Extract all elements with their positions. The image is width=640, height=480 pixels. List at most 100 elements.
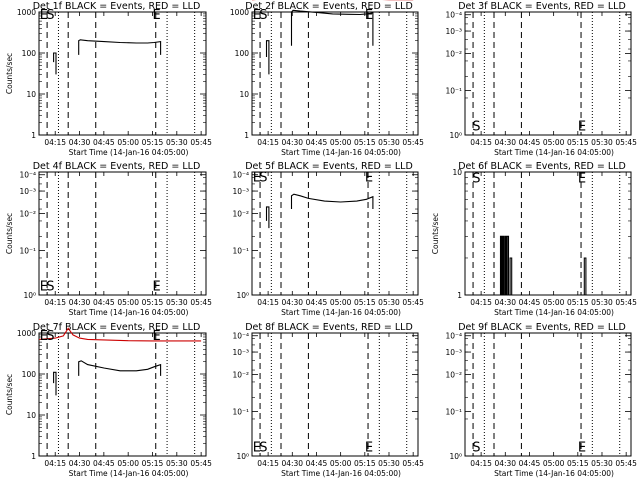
y-tick-label: 10⁻¹: [232, 247, 249, 256]
x-tick-label: 04:45: [93, 138, 115, 147]
x-tick-label: 05:15: [142, 298, 164, 307]
y-tick-label: 10⁰: [449, 452, 462, 461]
y-tick-label: 1000: [17, 8, 36, 17]
x-tick-label: 04:30: [69, 138, 91, 147]
x-tick-label: 04:30: [281, 298, 303, 307]
interval-marker-s: S: [259, 170, 267, 185]
plot-frame: [251, 171, 419, 296]
y-tick-label: 10⁻⁴: [19, 171, 36, 180]
y-tick-label: 100: [22, 370, 37, 379]
y-tick-label: 10⁻³: [19, 187, 36, 196]
x-tick-label: 05:45: [402, 138, 424, 147]
plot-frame: [464, 332, 632, 457]
x-tick-label: 05:15: [354, 298, 376, 307]
interval-marker-s: S: [472, 119, 480, 134]
interval-marker-e: E: [365, 8, 373, 23]
interval-marker-e: E: [578, 440, 586, 455]
x-axis-label: Start Time (14-Jan-16 04:05:00): [281, 148, 401, 157]
x-axis-label: Start Time (14-Jan-16 04:05:00): [69, 148, 189, 157]
y-tick-label: 10⁻⁴: [232, 332, 249, 341]
interval-marker-e: E: [365, 440, 373, 455]
interval-marker-e: E: [578, 119, 586, 134]
interval-marker-e: E: [253, 8, 261, 23]
x-tick-label: 04:45: [519, 298, 541, 307]
y-tick-label: 10⁰: [449, 131, 462, 140]
x-tick-label: 05:00: [543, 298, 565, 307]
interval-marker-s: S: [46, 279, 54, 294]
y-tick-label: 10⁻²: [232, 209, 249, 218]
interval-marker-e: E: [253, 170, 261, 185]
x-tick-label: 05:00: [117, 138, 139, 147]
interval-marker-s: S: [46, 8, 54, 23]
plot-title: Det 1f BLACK = Events, RED = LLD: [33, 1, 201, 12]
y-tick-label: 1: [31, 452, 36, 461]
interval-marker-s: S: [472, 172, 480, 187]
events-series-line: [583, 257, 587, 295]
x-tick-label: 05:15: [354, 459, 376, 468]
y-tick-label: 10⁰: [236, 452, 249, 461]
x-tick-label: 05:45: [615, 298, 637, 307]
interval-marker-e: E: [152, 279, 160, 294]
x-tick-label: 05:30: [378, 459, 400, 468]
plot-title: Det 8f BLACK = Events, RED = LLD: [245, 322, 413, 333]
events-series-line: [78, 39, 162, 55]
plot-frame: [251, 332, 419, 457]
x-tick-label: 05:00: [330, 459, 352, 468]
y-tick-label: 1000: [17, 329, 36, 338]
x-tick-label: 04:15: [470, 459, 492, 468]
events-series-line: [53, 371, 57, 396]
x-tick-label: 04:30: [494, 298, 516, 307]
x-axis-label: Start Time (14-Jan-16 04:05:00): [69, 308, 189, 317]
x-tick-label: 05:00: [117, 459, 139, 468]
x-tick-label: 05:30: [378, 298, 400, 307]
events-series-line: [53, 52, 57, 75]
x-tick-label: 05:00: [330, 138, 352, 147]
y-tick-label: 10: [26, 411, 36, 420]
y-tick-label: 10⁻⁴: [232, 171, 249, 180]
x-tick-label: 05:30: [166, 298, 188, 307]
x-tick-label: 05:30: [378, 138, 400, 147]
plot-frame: [38, 11, 207, 136]
plot-frame: [38, 171, 207, 296]
y-tick-label: 10: [26, 90, 36, 99]
y-tick-label: 1: [244, 131, 249, 140]
x-axis-label: Start Time (14-Jan-16 04:05:00): [69, 469, 189, 478]
x-tick-label: 05:30: [166, 459, 188, 468]
x-tick-label: 04:15: [470, 298, 492, 307]
y-axis-label: Counts/sec: [5, 53, 14, 94]
x-tick-label: 04:30: [69, 298, 91, 307]
x-axis-label: Start Time (14-Jan-16 04:05:00): [494, 469, 614, 478]
y-tick-label: 100: [22, 49, 37, 58]
x-tick-label: 05:45: [402, 298, 424, 307]
plot-title: Det 5f BLACK = Events, RED = LLD: [245, 161, 413, 172]
interval-marker-e: E: [152, 8, 160, 23]
x-axis-label: Start Time (14-Jan-16 04:05:00): [281, 308, 401, 317]
plot-title: Det 4f BLACK = Events, RED = LLD: [33, 161, 201, 172]
y-tick-label: 10⁻³: [232, 187, 249, 196]
x-tick-label: 05:30: [166, 138, 188, 147]
x-tick-label: 04:30: [494, 459, 516, 468]
interval-marker-e: E: [578, 172, 586, 187]
x-tick-label: 05:45: [190, 459, 212, 468]
y-tick-label: 10⁻²: [232, 370, 249, 379]
y-tick-label: 10⁻²: [19, 209, 36, 218]
events-series-line: [265, 40, 270, 75]
interval-marker-e: E: [253, 440, 261, 455]
interval-marker-s: S: [259, 440, 267, 455]
x-tick-label: 05:45: [615, 459, 637, 468]
y-tick-label: 10: [239, 90, 249, 99]
interval-marker-s: S: [46, 329, 54, 344]
events-series-line: [265, 206, 270, 229]
plot-title: Det 7f BLACK = Events, RED = LLD: [33, 322, 201, 333]
x-tick-label: 05:00: [330, 298, 352, 307]
y-axis-label: Counts/sec: [5, 213, 14, 254]
x-tick-label: 04:45: [306, 459, 328, 468]
plot-frame: [38, 332, 207, 457]
x-tick-label: 05:30: [591, 138, 613, 147]
x-tick-label: 04:30: [281, 138, 303, 147]
